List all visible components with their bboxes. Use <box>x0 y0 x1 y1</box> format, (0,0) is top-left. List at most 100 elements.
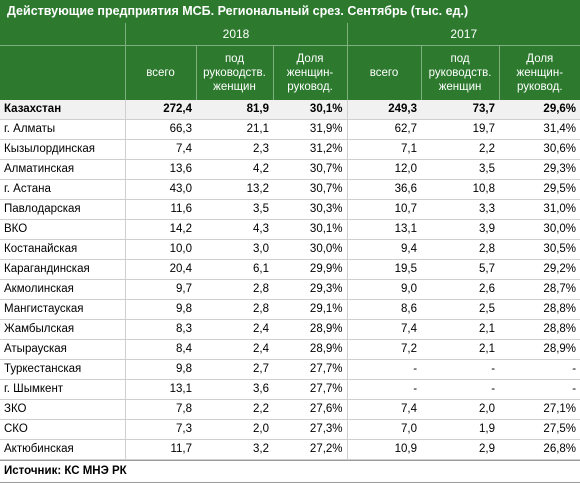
value-cell: 14,2 <box>124 219 196 240</box>
value-cell: 3,0 <box>196 239 273 260</box>
value-cell: 27,6% <box>273 399 348 420</box>
value-cell: 27,7% <box>273 359 348 380</box>
header-corner-lower <box>0 45 125 100</box>
value-cell: 30,7% <box>273 159 348 180</box>
value-cell: 13,1 <box>124 379 196 400</box>
column-header-women-2018: под руководств. женщин <box>195 45 273 100</box>
table-row: СКО 7,3 2,0 27,3% 7,0 1,9 27,5% <box>0 419 580 440</box>
table-row: Атырауская 8,4 2,4 28,9% 7,2 2,1 28,9% <box>0 339 580 360</box>
table-row: г. Алматы 66,3 21,1 31,9% 62,7 19,7 31,4% <box>0 119 580 140</box>
value-cell: 2,6 <box>421 279 500 300</box>
value-cell: 10,0 <box>124 239 196 260</box>
value-cell: 27,3% <box>273 419 348 440</box>
table-row: Мангистауская 9,8 2,8 29,1% 8,6 2,5 28,8% <box>0 299 580 320</box>
column-header-women-2017: под руководств. женщин <box>420 45 500 100</box>
value-cell: 7,4 <box>346 319 422 340</box>
region-cell: Туркестанская <box>0 359 125 380</box>
value-cell: - <box>346 359 422 380</box>
value-cell: 8,4 <box>124 339 196 360</box>
value-cell: 27,5% <box>499 419 580 440</box>
value-cell: 29,3% <box>273 279 348 300</box>
value-cell: 2,7 <box>196 359 273 380</box>
value-cell: 2,2 <box>421 139 500 160</box>
value-cell: - <box>421 379 500 400</box>
region-cell: Акмолинская <box>0 279 125 300</box>
value-cell: 31,2% <box>273 139 348 160</box>
value-cell: 30,1% <box>273 219 348 240</box>
table-row: Актюбинская 11,7 3,2 27,2% 10,9 2,9 26,8% <box>0 439 580 460</box>
region-cell: Карагандинская <box>0 259 125 280</box>
value-cell: 2,2 <box>196 399 273 420</box>
region-cell: Жамбылская <box>0 319 125 340</box>
value-cell: 6,1 <box>196 259 273 280</box>
value-cell: 2,8 <box>196 279 273 300</box>
region-cell: г. Шымкент <box>0 379 125 400</box>
value-cell: 249,3 <box>346 100 422 120</box>
value-cell: 62,7 <box>346 119 422 140</box>
value-cell: 3,2 <box>196 439 273 460</box>
column-header-total-2018: всего <box>124 45 196 100</box>
value-cell: 66,3 <box>124 119 196 140</box>
value-cell: 20,4 <box>124 259 196 280</box>
data-table: 2018 2017 всего под руководств. женщин Д… <box>0 23 580 460</box>
value-cell: 7,1 <box>346 139 422 160</box>
value-cell: 30,6% <box>499 139 580 160</box>
value-cell: 27,2% <box>273 439 348 460</box>
value-cell: 28,8% <box>499 319 580 340</box>
value-cell: 9,7 <box>124 279 196 300</box>
value-cell: 30,0% <box>499 219 580 240</box>
value-cell: 29,9% <box>273 259 348 280</box>
region-cell: СКО <box>0 419 125 440</box>
value-cell: 13,6 <box>124 159 196 180</box>
header-corner <box>0 23 125 46</box>
value-cell: 8,3 <box>124 319 196 340</box>
table-row: Костанайская 10,0 3,0 30,0% 9,4 2,8 30,5% <box>0 239 580 260</box>
value-cell: 19,7 <box>421 119 500 140</box>
value-cell: 2,0 <box>196 419 273 440</box>
region-cell: Мангистауская <box>0 299 125 320</box>
value-cell: 10,8 <box>421 179 500 200</box>
value-cell: 30,5% <box>499 239 580 260</box>
value-cell: - <box>421 359 500 380</box>
table-row: г. Шымкент 13,1 3,6 27,7% - - - <box>0 379 580 400</box>
value-cell: 10,9 <box>346 439 422 460</box>
value-cell: 27,1% <box>499 399 580 420</box>
value-cell: 2,1 <box>421 319 500 340</box>
value-cell: 7,4 <box>346 399 422 420</box>
value-cell: 9,0 <box>346 279 422 300</box>
region-cell: Казахстан <box>0 100 125 120</box>
value-cell: 7,4 <box>124 139 196 160</box>
value-cell: 30,1% <box>273 100 348 120</box>
source-note: Источник: КС МНЭ РК <box>0 460 580 483</box>
region-cell: ЗКО <box>0 399 125 420</box>
value-cell: 73,7 <box>421 100 500 120</box>
value-cell: 12,0 <box>346 159 422 180</box>
region-cell: Кызылординская <box>0 139 125 160</box>
value-cell: 11,6 <box>124 199 196 220</box>
table-row: Кызылординская 7,4 2,3 31,2% 7,1 2,2 30,6% <box>0 139 580 160</box>
value-cell: 9,8 <box>124 299 196 320</box>
value-cell: 28,8% <box>499 299 580 320</box>
value-cell: 5,7 <box>421 259 500 280</box>
value-cell: 27,7% <box>273 379 348 400</box>
column-header-share-2017: Доля женщин-руковод. <box>498 45 580 100</box>
value-cell: 81,9 <box>196 100 273 120</box>
region-cell: Алматинская <box>0 159 125 180</box>
value-cell: 2,8 <box>196 299 273 320</box>
table-row: Жамбылская 8,3 2,4 28,9% 7,4 2,1 28,8% <box>0 319 580 340</box>
value-cell: 2,5 <box>421 299 500 320</box>
value-cell: 43,0 <box>124 179 196 200</box>
value-cell: 2,8 <box>421 239 500 260</box>
value-cell: 8,6 <box>346 299 422 320</box>
table-header: 2018 2017 всего под руководств. женщин Д… <box>0 23 580 100</box>
value-cell: 7,0 <box>346 419 422 440</box>
table-row: ЗКО 7,8 2,2 27,6% 7,4 2,0 27,1% <box>0 399 580 420</box>
value-cell: 3,9 <box>421 219 500 240</box>
value-cell: 30,0% <box>273 239 348 260</box>
value-cell: 29,6% <box>499 100 580 120</box>
region-cell: г. Астана <box>0 179 125 200</box>
value-cell: 13,2 <box>196 179 273 200</box>
region-cell: ВКО <box>0 219 125 240</box>
value-cell: 28,7% <box>499 279 580 300</box>
